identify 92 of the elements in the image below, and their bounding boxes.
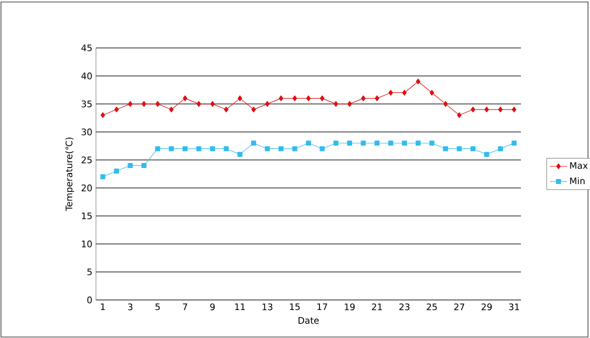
- point: [278, 146, 284, 152]
- y-tick-label: 5: [87, 268, 92, 276]
- point: [196, 101, 202, 107]
- y-tick-label: 0: [87, 296, 92, 304]
- x-tick-label: 1: [100, 303, 105, 310]
- x-tick-label: 9: [210, 303, 215, 310]
- point: [210, 101, 215, 107]
- legend-label: Min: [570, 177, 585, 184]
- y-axis-title: Temperature(℃): [65, 138, 74, 212]
- point: [224, 106, 228, 112]
- point: [264, 146, 270, 152]
- legend-label: Max: [570, 162, 588, 169]
- point: [374, 140, 380, 146]
- point: [484, 106, 489, 112]
- point: [374, 95, 380, 102]
- point: [100, 112, 106, 118]
- point: [142, 101, 146, 107]
- point: [320, 146, 325, 152]
- point: [347, 140, 352, 146]
- y-tick-label: 25: [82, 156, 92, 164]
- y-tick-label: 40: [81, 72, 92, 80]
- x-tick-label: 15: [290, 303, 300, 310]
- point: [128, 101, 132, 107]
- point: [416, 140, 421, 146]
- y-tick-label: 20: [82, 184, 92, 192]
- point: [512, 106, 516, 112]
- point: [100, 174, 106, 180]
- x-tick-label: 7: [182, 303, 188, 310]
- point: [429, 140, 434, 146]
- y-tick-label: 10: [82, 240, 92, 248]
- x-tick-label: 31: [509, 303, 520, 310]
- point: [333, 140, 338, 146]
- x-tick-label: 25: [426, 303, 437, 310]
- point: [443, 101, 448, 107]
- point: [306, 95, 311, 102]
- point: [210, 146, 215, 152]
- point: [114, 168, 120, 174]
- point: [155, 146, 160, 152]
- point: [484, 152, 490, 157]
- point: [334, 101, 338, 107]
- x-tick-label: 13: [262, 303, 272, 310]
- point: [361, 95, 366, 102]
- point: [292, 95, 298, 102]
- point: [196, 146, 202, 152]
- point: [278, 95, 284, 102]
- y-tick-label: 35: [82, 100, 92, 108]
- point: [470, 106, 476, 112]
- point: [388, 140, 394, 146]
- point: [512, 140, 517, 146]
- point: [237, 152, 242, 157]
- x-tick-label: 5: [155, 303, 160, 310]
- point: [265, 101, 270, 107]
- y-tick-label: 45: [81, 44, 92, 52]
- x-tick-label: 29: [482, 303, 492, 310]
- y-tick-label: 15: [82, 212, 92, 220]
- x-tick-label: 3: [128, 303, 132, 310]
- point: [238, 95, 242, 102]
- x-tick-label: 23: [399, 303, 410, 310]
- point: [470, 146, 476, 152]
- point: [141, 163, 146, 168]
- point: [128, 163, 133, 168]
- x-axis-title: Date: [298, 317, 319, 324]
- point: [402, 140, 407, 146]
- point: [498, 146, 503, 152]
- x-tick-label: 19: [344, 303, 355, 310]
- x-tick-label: 27: [454, 303, 464, 310]
- x-tick-label: 17: [317, 303, 328, 310]
- point: [347, 101, 352, 107]
- point: [114, 106, 119, 112]
- point: [457, 112, 462, 118]
- point: [182, 146, 188, 152]
- point: [402, 90, 407, 96]
- point: [498, 106, 503, 112]
- point: [292, 146, 298, 152]
- point: [155, 101, 160, 107]
- point: [416, 78, 420, 84]
- point: [224, 146, 229, 152]
- point: [169, 106, 174, 112]
- x-tick-label: 11: [235, 303, 245, 310]
- point: [251, 106, 256, 112]
- point: [430, 90, 434, 96]
- point: [456, 146, 462, 152]
- point: [306, 140, 311, 146]
- x-tick-label: 21: [372, 303, 382, 310]
- point: [320, 95, 324, 102]
- point: [443, 146, 448, 152]
- y-tick-label: 30: [82, 128, 92, 136]
- point: [168, 146, 174, 152]
- point: [360, 140, 366, 146]
- point: [251, 140, 256, 146]
- point: [388, 90, 393, 96]
- point: [182, 95, 188, 102]
